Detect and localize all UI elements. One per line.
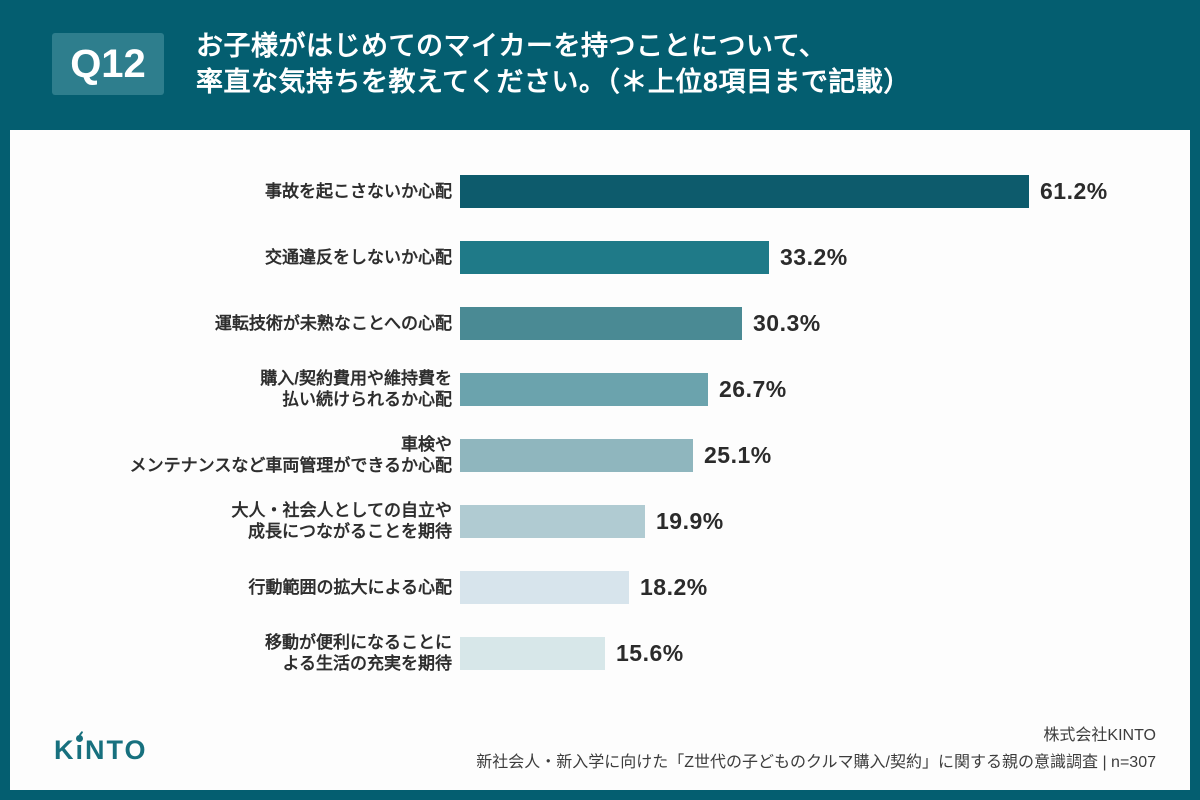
question-header: Q12 お子様がはじめてのマイカーを持つことについて、 率直な気持ちを教えてくだ… xyxy=(52,28,911,100)
bar xyxy=(460,504,645,538)
bar-label: 交通違反をしないか心配 xyxy=(265,247,452,267)
bar-label: 購入/契約費用や維持費を 払い続けられるか心配 xyxy=(260,369,452,409)
bar-value: 15.6% xyxy=(616,639,684,666)
question-title: お子様がはじめてのマイカーを持つことについて、 率直な気持ちを教えてください。（… xyxy=(196,28,911,100)
bar xyxy=(460,174,1029,208)
chart-card: 事故を起こさないか心配 61.2% 交通違反をしないか心配 33.2% 運転技術が未熟な… xyxy=(10,130,1190,790)
logo-i-dot-icon xyxy=(75,735,83,742)
bar xyxy=(460,438,693,472)
card-footer: Kı NTO 株式会社KINTO 新社会人・新入学に向けた「Z世代の子どものクルマ… xyxy=(10,722,1190,790)
bar xyxy=(460,570,629,604)
bar-label: 大人・社会人としての自立や 成長につながることを期待 xyxy=(231,501,453,541)
source-company: 株式会社KINTO xyxy=(1043,726,1156,744)
bar-value: 19.9% xyxy=(656,507,724,534)
bar-label: 移動が便利になることに よる生活の充実を期待 xyxy=(265,633,452,673)
bar-value: 30.3% xyxy=(753,309,821,336)
bar-value: 61.2% xyxy=(1040,177,1108,204)
chart-row: 行動範囲の拡大による心配 18.2% xyxy=(10,554,1190,620)
question-number-badge: Q12 xyxy=(52,33,164,95)
chart-row: 車検や メンテナンスなど車両管理ができるか心配 25.1% xyxy=(10,422,1190,488)
bar-chart: 事故を起こさないか心配 61.2% 交通違反をしないか心配 33.2% 運転技術が未熟な… xyxy=(10,158,1190,686)
bar-label: 行動範囲の拡大による心配 xyxy=(248,577,453,597)
source-note: 株式会社KINTO 新社会人・新入学に向けた「Z世代の子どものクルマ購入/契約」… xyxy=(476,722,1156,776)
chart-row: 大人・社会人としての自立や 成長につながることを期待 19.9% xyxy=(10,488,1190,554)
question-title-line2: 率直な気持ちを教えてください。（＊上位8項目まで記載） xyxy=(196,67,911,97)
bar xyxy=(460,306,742,340)
bar-value: 25.1% xyxy=(704,441,772,468)
bar-value: 33.2% xyxy=(780,243,848,270)
bar xyxy=(460,372,708,406)
bar-label: 事故を起こさないか心配 xyxy=(265,181,452,201)
bar-label: 運転技術が未熟なことへの心配 xyxy=(214,313,452,333)
source-survey: 新社会人・新入学に向けた「Z世代の子どものクルマ購入/契約」に関する親の意識調査… xyxy=(476,753,1156,771)
chart-row: 事故を起こさないか心配 61.2% xyxy=(10,158,1190,224)
bar-label: 車検や メンテナンスなど車両管理ができるか心配 xyxy=(129,435,452,475)
chart-row: 移動が便利になることに よる生活の充実を期待 15.6% xyxy=(10,620,1190,686)
chart-row: 運転技術が未熟なことへの心配 30.3% xyxy=(10,290,1190,356)
bar-value: 26.7% xyxy=(719,375,787,402)
chart-row: 購入/契約費用や維持費を 払い続けられるか心配 26.7% xyxy=(10,356,1190,422)
chart-row: 交通違反をしないか心配 33.2% xyxy=(10,224,1190,290)
kinto-logo: Kı NTO xyxy=(54,735,148,765)
bar xyxy=(460,636,605,670)
question-title-line1: お子様がはじめてのマイカーを持つことについて、 xyxy=(196,31,827,61)
bar-value: 18.2% xyxy=(640,573,708,600)
bar xyxy=(460,240,769,274)
